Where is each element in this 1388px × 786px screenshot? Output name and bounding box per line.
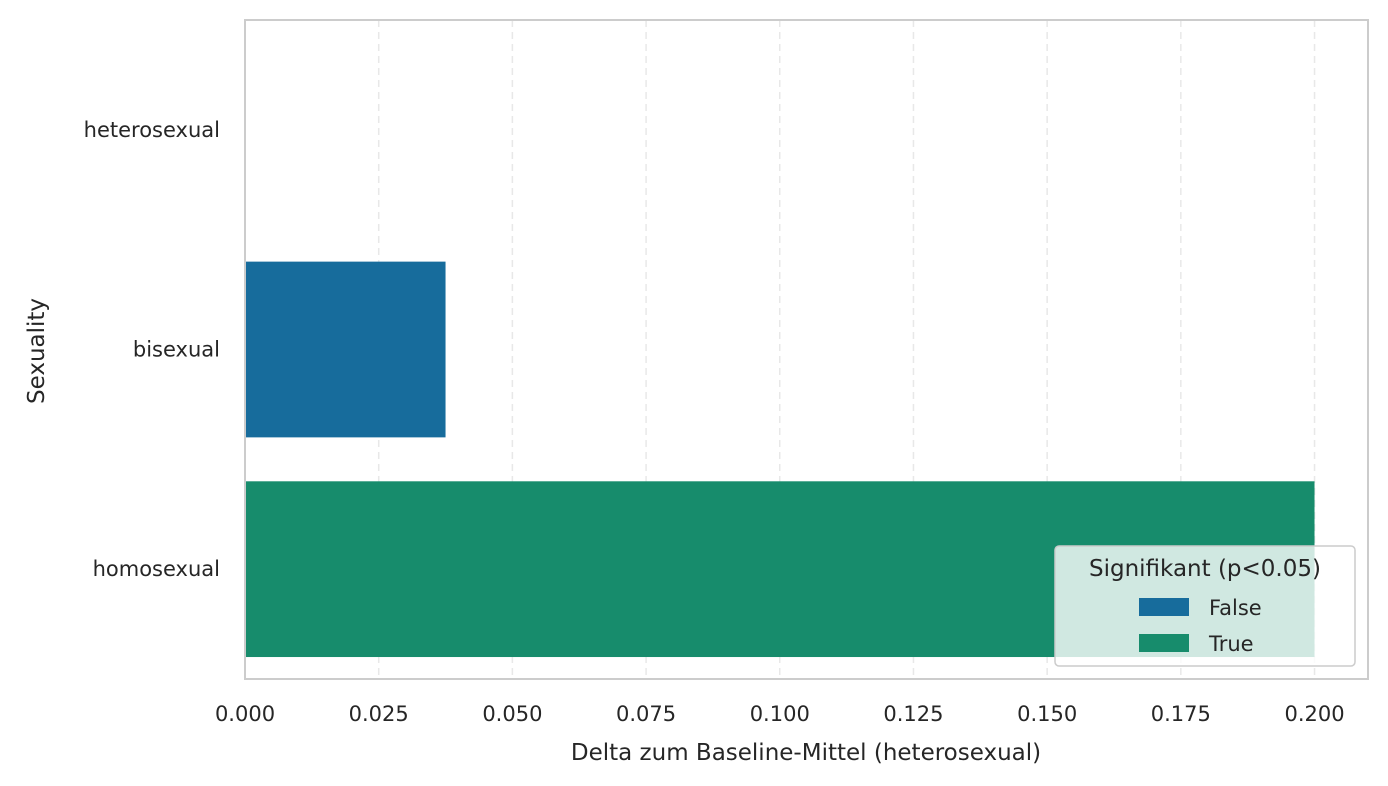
x-tick-label: 0.200 xyxy=(1284,702,1344,726)
y-tick-labels: heterosexual bisexual homosexual xyxy=(84,118,220,581)
legend-title: Signifikant (p<0.05) xyxy=(1089,556,1321,582)
x-gridlines xyxy=(377,20,1316,679)
x-tick-label: 0.100 xyxy=(750,702,810,726)
x-tick-label: 0.175 xyxy=(1151,702,1211,726)
legend-swatch-false xyxy=(1139,598,1189,616)
y-tick-label: homosexual xyxy=(93,557,220,581)
legend-box xyxy=(1054,545,1356,667)
y-tick-label: bisexual xyxy=(133,338,220,362)
x-tick-labels: 0.000 0.025 0.050 0.075 0.100 0.125 0.150 0.175… xyxy=(215,702,1345,726)
legend-swatch-true xyxy=(1139,634,1189,652)
y-tick-label: heterosexual xyxy=(84,118,220,142)
bar-bisexual xyxy=(245,261,446,438)
x-tick-label: 0.000 xyxy=(215,702,275,726)
x-tick-label: 0.150 xyxy=(1017,702,1077,726)
y-axis-label: Sexuality xyxy=(24,298,50,404)
x-tick-label: 0.125 xyxy=(883,702,943,726)
plot-frame xyxy=(244,19,1369,680)
x-tick-label: 0.050 xyxy=(482,702,542,726)
legend-label-false: False xyxy=(1209,596,1262,620)
x-axis-label: Delta zum Baseline-Mittel (heterosexual) xyxy=(571,740,1041,766)
legend-label-true: True xyxy=(1208,632,1254,656)
x-tick-label: 0.075 xyxy=(616,702,676,726)
legend: Signifikant (p<0.05) False True xyxy=(1054,545,1356,667)
x-tick-label: 0.025 xyxy=(349,702,409,726)
